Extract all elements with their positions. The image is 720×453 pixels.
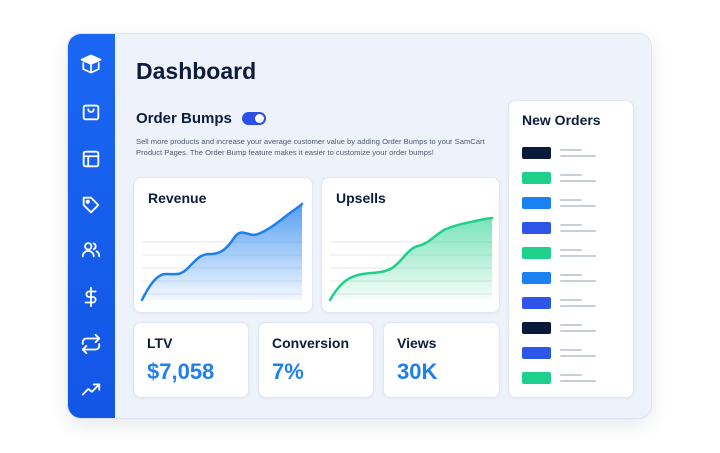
order-placeholder-line bbox=[560, 155, 596, 157]
order-placeholder-line bbox=[560, 374, 582, 376]
revenue-card[interactable]: Revenue bbox=[133, 177, 313, 313]
order-swatch bbox=[522, 197, 551, 209]
new-orders-title: New Orders bbox=[522, 112, 601, 128]
conversion-value: 7% bbox=[272, 359, 304, 384]
upsells-chart bbox=[328, 216, 494, 302]
views-value: 30K bbox=[397, 359, 438, 384]
order-swatch bbox=[522, 372, 551, 384]
order-placeholder-line bbox=[560, 355, 596, 357]
order-row[interactable] bbox=[522, 297, 622, 309]
order-placeholder-line bbox=[560, 230, 596, 232]
order-placeholder-line bbox=[560, 324, 582, 326]
order-row[interactable] bbox=[522, 172, 622, 184]
order-row[interactable] bbox=[522, 147, 622, 159]
dashboard-window: Dashboard Order Bumps Sell more products… bbox=[67, 33, 652, 419]
order-placeholder-line bbox=[560, 299, 582, 301]
ltv-value: $7,058 bbox=[147, 359, 215, 384]
order-swatch bbox=[522, 147, 551, 159]
dollar-icon[interactable] bbox=[79, 285, 103, 309]
order-bumps-toggle[interactable] bbox=[241, 112, 266, 125]
sidebar bbox=[68, 34, 115, 418]
order-swatch bbox=[522, 247, 551, 259]
order-row[interactable] bbox=[522, 322, 622, 334]
shopping-bag-icon[interactable] bbox=[79, 100, 103, 124]
order-swatch bbox=[522, 272, 551, 284]
toggle-knob bbox=[254, 114, 264, 123]
conversion-label: Conversion bbox=[272, 335, 350, 351]
views-label: Views bbox=[397, 335, 437, 351]
page-title: Dashboard bbox=[136, 58, 257, 84]
order-placeholder-line bbox=[560, 224, 582, 226]
tag-icon[interactable] bbox=[79, 193, 103, 217]
new-orders-panel: New Orders bbox=[508, 100, 634, 398]
users-icon[interactable] bbox=[79, 238, 103, 262]
order-placeholder-line bbox=[560, 149, 582, 151]
order-placeholder-line bbox=[560, 180, 596, 182]
order-placeholder-line bbox=[560, 274, 582, 276]
order-row[interactable] bbox=[522, 197, 622, 209]
order-placeholder-line bbox=[560, 380, 596, 382]
revenue-chart bbox=[140, 202, 304, 302]
layout-icon[interactable] bbox=[79, 147, 103, 171]
order-bumps-description: Sell more products and increase your ave… bbox=[136, 137, 485, 157]
order-swatch bbox=[522, 347, 551, 359]
views-card[interactable]: Views 30K bbox=[383, 322, 500, 398]
revenue-line bbox=[140, 202, 304, 302]
conversion-card[interactable]: Conversion 7% bbox=[258, 322, 374, 398]
order-row[interactable] bbox=[522, 347, 622, 359]
order-placeholder-line bbox=[560, 249, 582, 251]
order-bumps-header: Order Bumps bbox=[136, 110, 266, 127]
order-swatch bbox=[522, 222, 551, 234]
order-row[interactable] bbox=[522, 247, 622, 259]
order-placeholder-line bbox=[560, 205, 596, 207]
ltv-card[interactable]: LTV $7,058 bbox=[133, 322, 249, 398]
upsells-card[interactable]: Upsells bbox=[321, 177, 500, 313]
order-bumps-title: Order Bumps bbox=[136, 110, 232, 127]
order-swatch bbox=[522, 297, 551, 309]
order-placeholder-line bbox=[560, 174, 582, 176]
trending-up-icon[interactable] bbox=[79, 377, 103, 401]
upsells-title: Upsells bbox=[336, 190, 386, 206]
order-row[interactable] bbox=[522, 272, 622, 284]
repeat-icon[interactable] bbox=[79, 332, 103, 356]
ltv-label: LTV bbox=[147, 335, 173, 351]
order-swatch bbox=[522, 172, 551, 184]
order-row[interactable] bbox=[522, 372, 622, 384]
order-placeholder-line bbox=[560, 330, 596, 332]
upsells-area bbox=[330, 218, 492, 300]
order-placeholder-line bbox=[560, 305, 596, 307]
revenue-title: Revenue bbox=[148, 190, 207, 206]
order-placeholder-line bbox=[560, 199, 582, 201]
upsells-line bbox=[328, 216, 494, 302]
order-swatch bbox=[522, 322, 551, 334]
order-placeholder-line bbox=[560, 280, 596, 282]
box-logo-icon[interactable] bbox=[79, 52, 103, 76]
order-placeholder-line bbox=[560, 255, 596, 257]
order-placeholder-line bbox=[560, 349, 582, 351]
order-row[interactable] bbox=[522, 222, 622, 234]
